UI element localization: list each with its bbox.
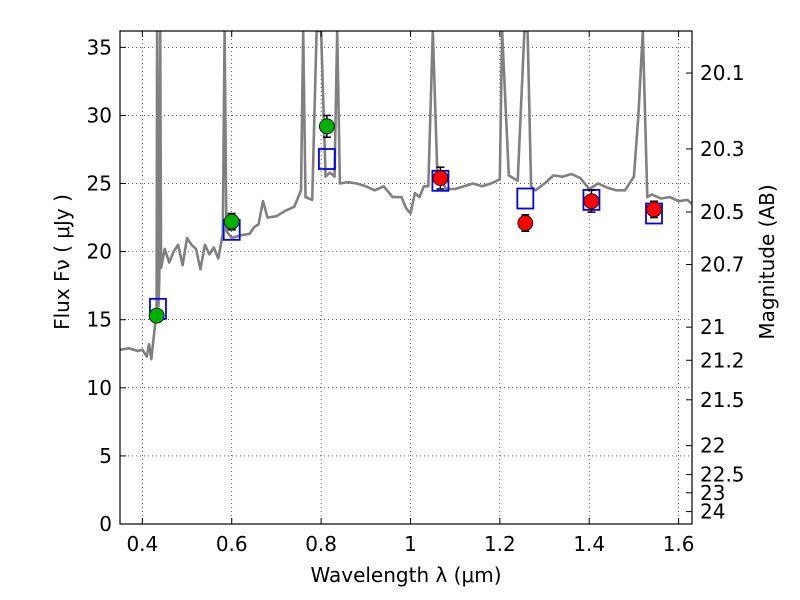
observed-point xyxy=(432,170,449,186)
y-axis-label: Flux Fν ( μJy ) xyxy=(50,194,74,330)
x-axis-label: Wavelength λ (μm) xyxy=(310,563,501,587)
y-tick-label: 15 xyxy=(87,308,112,332)
right-tick-label: 20.5 xyxy=(700,200,745,224)
x-tick-label: 1.4 xyxy=(573,532,605,556)
plot-frame xyxy=(119,30,693,525)
model-spectrum-line xyxy=(120,31,692,361)
x-tick-label: 0.8 xyxy=(305,532,337,556)
observed-point xyxy=(517,215,534,231)
ticks: 0.4 0.6 0.8 1 1.2 1.4 1.6 0 5 10 15 20 25 30 35 20.1 20.… xyxy=(87,31,745,556)
y-tick-label: 10 xyxy=(87,376,112,400)
right-tick-label: 21 xyxy=(700,315,725,339)
y-tick-label: 30 xyxy=(87,103,112,127)
marker-layer xyxy=(148,114,663,324)
right-tick-label: 24 xyxy=(700,500,725,524)
right-tick-label: 21.5 xyxy=(700,388,745,412)
right-tick-label: 21.2 xyxy=(700,348,745,372)
data-layer xyxy=(120,31,692,361)
right-tick-label: 23 xyxy=(700,481,725,505)
observed-point xyxy=(148,307,165,324)
observed-point xyxy=(223,213,240,230)
x-tick-label: 1.6 xyxy=(663,532,695,556)
model-photometry-square xyxy=(516,187,535,210)
observed-point xyxy=(319,118,335,135)
right-tick-label: 22.5 xyxy=(700,463,745,487)
observed-point xyxy=(583,193,600,210)
plot-background xyxy=(120,31,692,524)
y-tick-label: 25 xyxy=(87,172,112,196)
x-tick-label: 0.6 xyxy=(216,532,248,556)
right-tick-label: 20.3 xyxy=(700,137,745,161)
x-tick-label: 1.2 xyxy=(484,532,516,556)
observed-point xyxy=(646,201,662,218)
x-tick-label: 1 xyxy=(404,532,417,556)
y-axis-right-label: Magnitude (AB) xyxy=(755,184,779,339)
x-tick-label: 0.4 xyxy=(126,532,158,556)
model-photometry-square xyxy=(318,148,336,170)
right-tick-label: 20.1 xyxy=(700,61,745,85)
right-tick-label: 20.7 xyxy=(700,252,745,276)
y-tick-label: 35 xyxy=(87,35,112,59)
y-tick-label: 20 xyxy=(87,240,112,264)
right-tick-label: 22 xyxy=(700,434,725,458)
y-tick-label: 0 xyxy=(99,512,112,536)
y-tick-label: 5 xyxy=(99,444,112,468)
